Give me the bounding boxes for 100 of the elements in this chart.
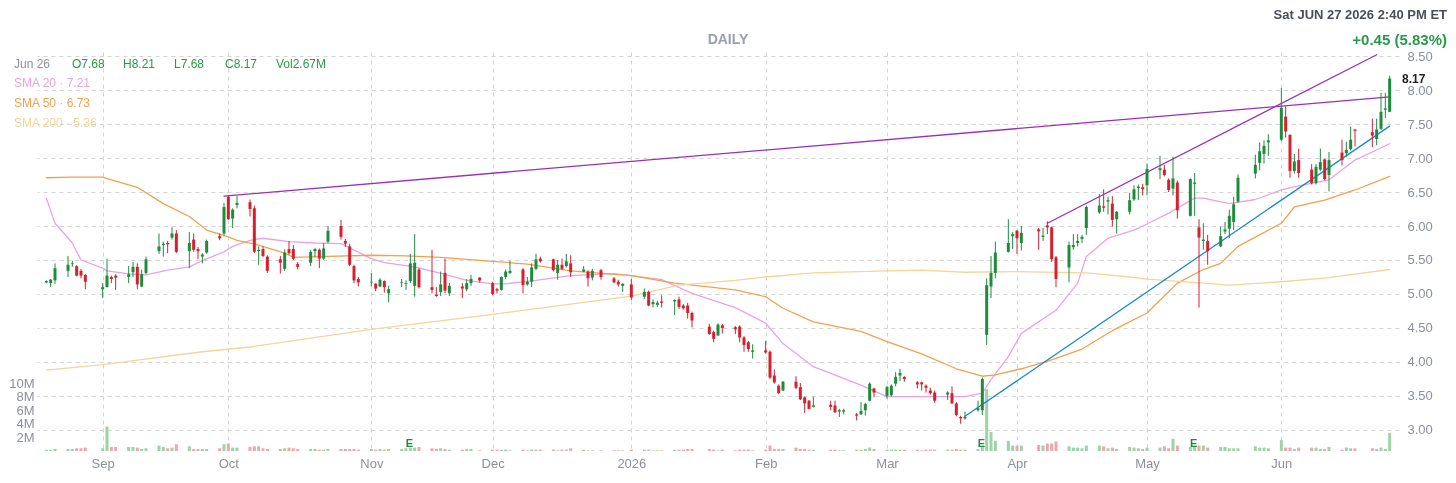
candlestick — [413, 233, 417, 298]
candlestick — [192, 232, 196, 253]
candlestick — [439, 271, 443, 297]
bar — [1349, 448, 1353, 451]
y-tick-label: 4.00 — [1407, 354, 1433, 370]
bar — [135, 447, 139, 451]
candlestick — [1284, 105, 1288, 139]
bar — [79, 448, 83, 451]
bar — [278, 448, 282, 451]
candlestick — [1145, 162, 1149, 196]
bar — [1097, 445, 1101, 451]
bar — [1084, 445, 1088, 451]
text: SMA 50 · 6.73 — [14, 96, 91, 110]
bar — [161, 446, 165, 451]
bar — [1015, 445, 1019, 451]
bar — [166, 448, 170, 451]
bar — [1327, 446, 1331, 451]
bar — [1236, 448, 1240, 451]
bar — [378, 448, 382, 451]
bar — [863, 448, 867, 451]
bar — [1310, 447, 1314, 451]
bar — [1175, 445, 1179, 451]
bar — [1279, 440, 1283, 451]
text: SMA 20 · 7.21 — [14, 76, 91, 90]
bar — [1167, 448, 1171, 451]
bar — [781, 448, 785, 451]
bar — [348, 448, 352, 451]
bar — [144, 448, 148, 451]
bar — [127, 446, 131, 451]
y-tick-label: 8.50 — [1407, 48, 1433, 64]
candlestick — [1349, 126, 1353, 152]
candlestick — [187, 231, 191, 269]
bar — [469, 448, 473, 451]
candlestick — [586, 269, 590, 288]
bar — [287, 447, 291, 451]
bar — [989, 432, 993, 451]
bar — [1388, 432, 1392, 451]
bar — [218, 448, 222, 451]
bar — [404, 448, 408, 451]
bar — [1288, 447, 1292, 451]
candlestick — [287, 240, 291, 256]
candlestick — [1353, 128, 1357, 147]
bar — [1171, 438, 1175, 451]
bar — [265, 448, 269, 451]
bar — [1201, 445, 1205, 451]
bar — [1054, 441, 1058, 451]
bar — [140, 448, 144, 451]
bar — [75, 448, 79, 451]
x-tick-label: Mar — [876, 455, 900, 471]
bar — [443, 448, 447, 451]
bar — [1128, 446, 1132, 451]
candlestick — [1370, 118, 1374, 148]
candlestick — [1106, 196, 1110, 215]
bar — [1071, 447, 1075, 451]
bar — [313, 448, 317, 451]
y2-tick-label: 10M — [9, 375, 35, 391]
candlestick — [651, 298, 655, 309]
bar — [1253, 446, 1257, 451]
bar — [1318, 448, 1322, 451]
candlestick — [508, 260, 512, 275]
candlestick — [859, 401, 863, 416]
candlestick — [660, 294, 664, 309]
candlestick — [105, 258, 109, 288]
annotation: E — [405, 437, 414, 449]
bar — [70, 448, 74, 451]
y-tick-label: 3.00 — [1407, 422, 1433, 438]
y-tick-label: 3.50 — [1407, 388, 1433, 404]
bar — [408, 447, 412, 451]
bar — [1314, 447, 1318, 451]
bar — [772, 448, 776, 451]
bar — [985, 389, 989, 451]
bar — [309, 448, 313, 451]
bar — [798, 448, 802, 451]
bar — [192, 448, 196, 451]
bar — [205, 448, 209, 451]
candlestick — [235, 195, 239, 209]
candlestick — [495, 287, 499, 294]
bar — [352, 448, 356, 451]
bar — [1158, 447, 1162, 451]
candlestick — [131, 261, 135, 278]
y2-tick-label: 8M — [16, 389, 35, 405]
bar — [1193, 446, 1197, 451]
candlestick — [1037, 227, 1041, 251]
candlestick — [1054, 255, 1058, 288]
bar — [235, 447, 239, 451]
x-tick-label: Apr — [1007, 455, 1029, 471]
candlestick — [313, 247, 317, 258]
bar — [1262, 447, 1266, 451]
bar — [174, 444, 178, 451]
bar — [200, 448, 204, 451]
candlestick — [1084, 205, 1088, 236]
candlestick — [1327, 151, 1331, 192]
bar — [196, 448, 200, 451]
annotation: H8.21 — [123, 57, 156, 71]
bar — [1344, 447, 1348, 451]
candlestick — [317, 247, 321, 269]
candlestick — [170, 226, 174, 241]
bar — [1050, 443, 1054, 451]
bar — [1297, 447, 1301, 451]
candlestick — [1297, 148, 1301, 179]
